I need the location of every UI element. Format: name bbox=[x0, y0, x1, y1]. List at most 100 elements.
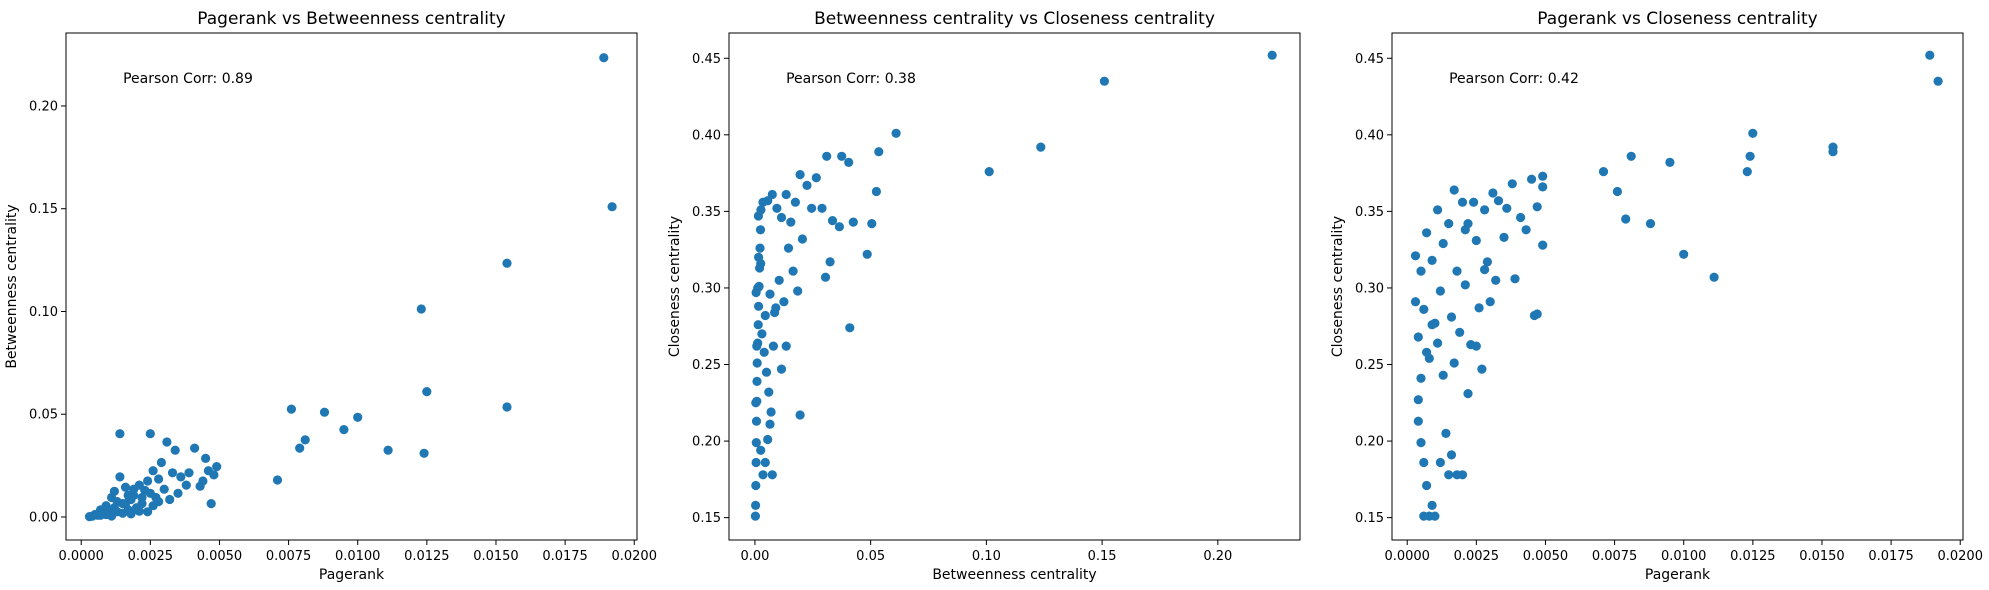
data-point bbox=[1665, 157, 1675, 167]
chart-title: Betweenness centrality vs Closeness cent… bbox=[814, 9, 1215, 29]
data-point bbox=[1532, 202, 1542, 212]
data-point bbox=[1480, 265, 1490, 275]
data-point bbox=[1679, 249, 1689, 259]
y-tick-label: 0.20 bbox=[1355, 435, 1384, 450]
data-point bbox=[1748, 128, 1758, 138]
data-point bbox=[772, 203, 782, 213]
x-tick-label: 0.0050 bbox=[1523, 549, 1569, 564]
x-tick-label: 0.20 bbox=[1203, 549, 1232, 564]
data-point bbox=[383, 445, 393, 455]
data-point bbox=[339, 425, 349, 435]
y-axis-label: Betweenness centrality bbox=[4, 204, 20, 368]
data-point bbox=[416, 304, 426, 314]
data-point bbox=[120, 482, 131, 492]
data-point bbox=[1502, 203, 1512, 213]
data-point bbox=[766, 407, 776, 417]
data-point bbox=[1422, 480, 1432, 491]
data-point bbox=[1469, 197, 1479, 207]
chart-panel-2: 0.00 0.05 0.10 0.15 0.20 0.15 0.20 0.25 0.30 0.35… bbox=[667, 9, 1301, 583]
y-axis-label: Closeness centrality bbox=[1330, 216, 1346, 357]
data-point bbox=[1612, 186, 1622, 197]
data-point bbox=[827, 216, 838, 226]
data-point bbox=[162, 437, 172, 447]
data-point bbox=[181, 480, 191, 490]
data-point bbox=[760, 457, 770, 468]
data-point bbox=[156, 457, 166, 468]
x-tick-label: 0.05 bbox=[856, 549, 885, 564]
data-point bbox=[779, 297, 789, 307]
data-point bbox=[793, 286, 803, 296]
x-axis-label: Pagerank bbox=[1645, 567, 1711, 583]
x-tick-label: 0.0125 bbox=[1730, 549, 1776, 564]
data-point bbox=[795, 410, 805, 420]
x-tick-label: 0.0000 bbox=[58, 549, 104, 564]
data-point bbox=[1427, 500, 1437, 510]
data-point bbox=[788, 266, 798, 276]
data-point bbox=[502, 402, 512, 412]
data-point bbox=[1036, 142, 1046, 152]
data-point bbox=[1491, 275, 1501, 285]
data-point bbox=[756, 205, 766, 215]
data-point bbox=[891, 128, 901, 138]
plot-frame bbox=[65, 32, 638, 541]
correlation-annotation: Pearson Corr: 0.89 bbox=[123, 71, 253, 87]
data-point bbox=[1410, 297, 1421, 307]
data-point bbox=[159, 484, 169, 494]
data-point bbox=[751, 416, 762, 426]
data-point bbox=[1460, 225, 1470, 235]
x-tick-label: 0.0150 bbox=[1799, 549, 1845, 564]
data-point bbox=[781, 189, 791, 200]
data-point bbox=[1925, 50, 1935, 60]
data-point bbox=[1435, 457, 1445, 468]
data-point bbox=[768, 341, 779, 351]
data-point bbox=[1419, 457, 1429, 468]
data-point bbox=[1455, 327, 1465, 337]
data-point bbox=[755, 263, 765, 273]
data-point bbox=[1430, 511, 1440, 521]
x-tick-label: 0.0200 bbox=[611, 549, 657, 564]
data-point bbox=[781, 341, 791, 351]
data-point bbox=[1449, 185, 1459, 195]
data-point bbox=[212, 462, 222, 472]
y-tick-label: 0.25 bbox=[692, 358, 721, 373]
data-point bbox=[272, 475, 283, 485]
data-point bbox=[776, 364, 787, 374]
data-point bbox=[129, 484, 139, 494]
x-tick-label: 0.0175 bbox=[542, 549, 588, 564]
data-point bbox=[109, 486, 119, 496]
data-point bbox=[1477, 364, 1487, 374]
x-tick-label: 0.0100 bbox=[1661, 549, 1707, 564]
data-point bbox=[807, 203, 817, 213]
x-tick-label: 0.0000 bbox=[1384, 549, 1430, 564]
data-point bbox=[755, 225, 766, 235]
data-point bbox=[751, 480, 761, 491]
data-point bbox=[790, 197, 801, 207]
data-point bbox=[1099, 76, 1109, 86]
data-point bbox=[753, 283, 763, 293]
data-point bbox=[1441, 428, 1451, 438]
data-point bbox=[1416, 373, 1426, 383]
data-point bbox=[1433, 205, 1443, 215]
y-tick-label: 0.40 bbox=[1355, 128, 1384, 143]
data-point bbox=[754, 301, 764, 311]
data-point bbox=[607, 202, 617, 212]
x-tick-label: 0.15 bbox=[1088, 549, 1117, 564]
data-point bbox=[295, 443, 305, 453]
chart-title: Pagerank vs Closeness centrality bbox=[1537, 9, 1817, 29]
data-point bbox=[167, 468, 178, 478]
data-point bbox=[848, 217, 858, 227]
data-point bbox=[752, 376, 762, 386]
data-point bbox=[206, 499, 216, 509]
data-point bbox=[774, 275, 784, 285]
data-point bbox=[761, 367, 772, 377]
data-point bbox=[844, 157, 854, 167]
data-point bbox=[1480, 205, 1490, 215]
data-point bbox=[758, 470, 768, 480]
data-point bbox=[751, 398, 761, 408]
data-point bbox=[1410, 251, 1421, 261]
data-point bbox=[1709, 272, 1719, 282]
data-point bbox=[1267, 50, 1277, 60]
data-point bbox=[1438, 370, 1448, 380]
data-point bbox=[751, 457, 761, 468]
data-point bbox=[115, 429, 125, 439]
